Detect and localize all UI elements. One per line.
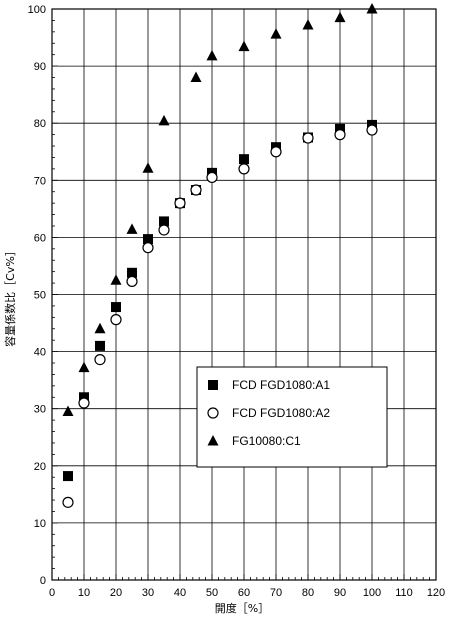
data-point-series-2 — [206, 171, 218, 184]
data-point-series-2 — [62, 496, 74, 508]
data-point-series-3 — [366, 3, 378, 14]
data-point-series-3 — [62, 405, 74, 417]
data-point-series-2 — [110, 314, 122, 326]
data-point-series-2 — [190, 184, 202, 196]
data-point-series-3 — [158, 114, 170, 126]
x-tick-label: 70 — [270, 587, 282, 599]
x-tick-label: 40 — [174, 587, 186, 599]
y-tick-label: 60 — [34, 232, 46, 244]
x-tick-label: 10 — [78, 587, 90, 599]
legend-marker-2 — [207, 407, 219, 419]
data-point-series-2 — [238, 163, 250, 175]
plot-frame — [51, 8, 437, 581]
y-tick-label: 50 — [34, 290, 46, 302]
data-points — [62, 3, 378, 508]
data-point-series-2 — [126, 275, 138, 287]
y-tick-label: 10 — [34, 518, 46, 530]
y-tick-label: 80 — [34, 118, 46, 130]
y-tick-label: 20 — [34, 461, 46, 473]
data-point-series-1 — [127, 267, 137, 278]
x-tick-label: 90 — [334, 587, 346, 599]
x-tick-label: 30 — [142, 587, 154, 599]
data-point-series-3 — [334, 11, 346, 23]
x-tick-labels: 0 10 20 30 40 50 60 70 80 90 100 110 120 — [49, 587, 445, 599]
legend-box — [196, 366, 388, 468]
data-point-series-2 — [366, 124, 378, 136]
data-point-series-3 — [78, 361, 90, 373]
data-point-series-1 — [79, 392, 89, 403]
x-tick-label: 60 — [238, 587, 250, 599]
legend: FCD FGD1080:A1 FCD FGD1080:A2 FG10080:C1 — [196, 366, 388, 468]
data-point-series-1 — [111, 302, 121, 313]
legend-label-3: FG10080:C1 — [232, 434, 301, 448]
data-point-series-3 — [94, 322, 106, 334]
legend-marker-3 — [207, 435, 219, 446]
data-point-series-2 — [142, 242, 154, 254]
y-tick-label: 30 — [34, 404, 46, 416]
data-point-series-3 — [190, 71, 202, 83]
data-point-series-2 — [270, 146, 282, 158]
data-point-series-2 — [94, 353, 106, 366]
data-point-series-1 — [239, 154, 249, 165]
data-point-series-1 — [335, 123, 345, 134]
y-tick-label: 40 — [34, 347, 46, 359]
y-tick-label: 0 — [40, 575, 46, 587]
data-point-series-2 — [334, 129, 346, 141]
legend-marker-1 — [208, 380, 218, 390]
data-point-series-3 — [110, 274, 122, 285]
data-point-series-3 — [126, 223, 138, 234]
data-point-series-2 — [302, 132, 314, 144]
data-point-series-1 — [95, 340, 105, 351]
grid — [52, 9, 436, 580]
x-tick-label: 110 — [395, 587, 413, 599]
x-tick-label: 120 — [427, 587, 445, 599]
y-tick-label: 90 — [34, 61, 46, 73]
y-tick-label: 100 — [28, 4, 46, 16]
y-tick-labels: 0 10 20 30 40 50 60 70 80 90 100 — [28, 4, 46, 587]
x-tick-label: 20 — [110, 587, 122, 599]
x-tick-label: 50 — [206, 587, 218, 599]
data-point-series-3 — [142, 162, 154, 173]
y-axis-title: 容量係数比［Cv%］ — [3, 245, 17, 347]
data-point-series-1 — [143, 234, 153, 245]
legend-label-1: FCD FGD1080:A1 — [232, 378, 330, 392]
data-point-series-1 — [63, 471, 73, 482]
x-tick-label: 0 — [49, 587, 55, 599]
data-point-series-3 — [238, 40, 250, 52]
data-point-series-3 — [270, 28, 282, 39]
data-point-series-2 — [158, 224, 170, 236]
x-axis-title: 開度［%］ — [215, 601, 269, 615]
y-tick-label: 70 — [34, 175, 46, 187]
data-point-series-2 — [174, 197, 186, 209]
data-point-series-3 — [302, 18, 314, 30]
data-point-series-2 — [78, 397, 90, 409]
data-point-series-3 — [206, 49, 218, 61]
legend-label-2: FCD FGD1080:A2 — [232, 406, 330, 420]
x-tick-label: 80 — [302, 587, 314, 599]
data-point-series-1 — [159, 216, 169, 227]
x-tick-label: 100 — [363, 587, 381, 599]
